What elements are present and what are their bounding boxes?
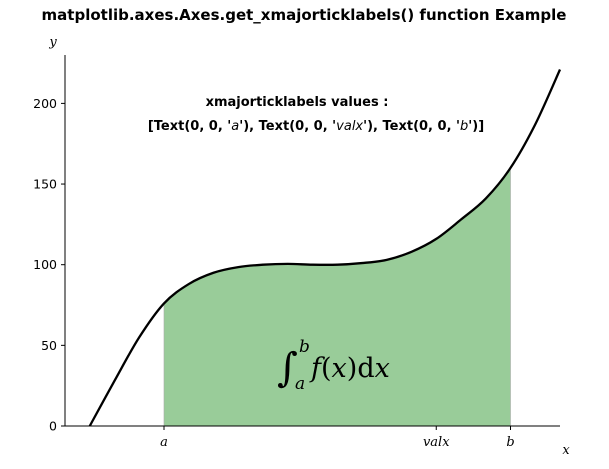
annotation-tick-name: valx: [336, 119, 363, 134]
integral-area: [163, 167, 511, 427]
y-tick-label: 100: [33, 257, 57, 272]
curve-layer: [88, 69, 562, 427]
integrand: f(x)dx: [309, 353, 390, 384]
chart-title: matplotlib.axes.Axes.get_xmajorticklabel…: [42, 6, 567, 24]
integral-upper-limit: b: [299, 337, 310, 357]
annotation-line-1: xmajorticklabels values :: [206, 95, 389, 110]
integral-lower-limit: a: [295, 374, 305, 394]
annotation-text-part: '), Text(0, 0, ': [363, 119, 460, 134]
function-curve: [88, 69, 562, 427]
y-tick-label: 150: [33, 177, 57, 192]
y-tick-label: 0: [49, 419, 57, 434]
annotation-line-2: [Text(0, 0, 'a'), Text(0, 0, 'valx'), Te…: [148, 119, 484, 134]
integral-label: ∫ b a f(x)dx: [277, 337, 390, 394]
annotation-text-part: '), Text(0, 0, ': [239, 119, 336, 134]
annotation-text-part: [Text(0, 0, ': [148, 119, 231, 134]
annotation-tick-name: b: [460, 119, 468, 134]
annotation-text-part: ')]: [468, 119, 484, 134]
x-tick-label-a: a: [160, 435, 168, 450]
annotation-tick-name: a: [231, 119, 239, 134]
y-axis-label: y: [48, 35, 57, 50]
y-ticks: 0 50 100 150 200: [33, 96, 65, 434]
y-tick-label: 200: [33, 96, 57, 111]
y-tick-label: 50: [41, 338, 57, 353]
x-axis-label: x: [562, 443, 570, 458]
integral-sign: ∫: [277, 345, 298, 391]
x-ticks: a valx b: [160, 426, 515, 450]
integral-area-layer: [163, 167, 511, 427]
x-tick-label-valx: valx: [423, 435, 450, 450]
x-tick-label-b: b: [506, 435, 514, 450]
